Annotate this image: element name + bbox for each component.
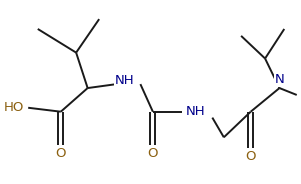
Text: O: O xyxy=(56,147,66,160)
Text: NH: NH xyxy=(185,105,205,118)
Text: N: N xyxy=(275,73,284,86)
Text: O: O xyxy=(147,147,158,160)
Text: O: O xyxy=(245,150,256,163)
Text: HO: HO xyxy=(4,101,24,114)
Text: NH: NH xyxy=(114,74,134,87)
